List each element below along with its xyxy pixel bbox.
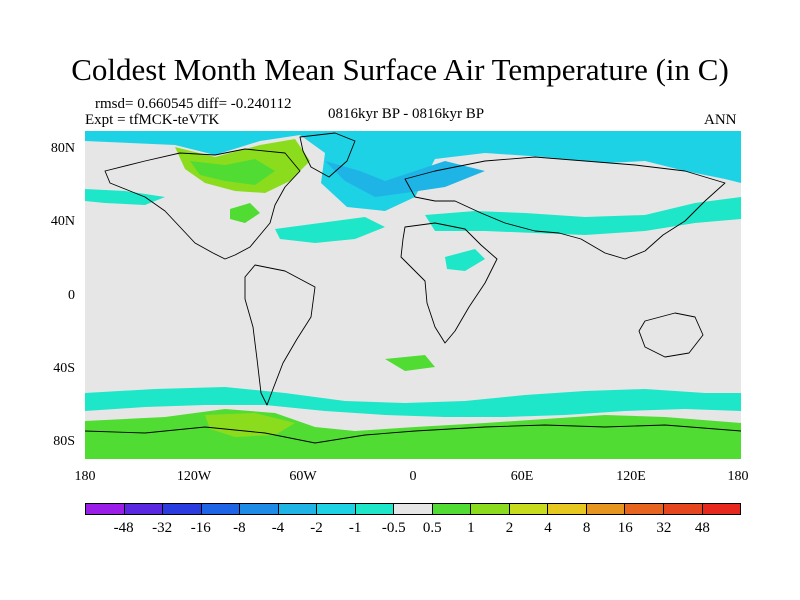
colorbar-tick-label: -32: [152, 520, 173, 536]
period-label: 0816kyr BP - 0816kyr BP: [328, 106, 485, 122]
africa-coast: [400, 222, 498, 344]
colorbar-swatch: [317, 504, 356, 514]
north-america-coast: [104, 148, 301, 260]
antarctica-coast: [85, 424, 741, 444]
colorbar-swatch: [702, 504, 741, 514]
lon-label-60e: 60E: [510, 469, 534, 484]
lat-label-40n: 40N: [50, 214, 75, 229]
lon-label-180e: 180: [727, 469, 749, 484]
colorbar-tick-label: 16: [617, 520, 633, 536]
lon-label-0: 0: [409, 469, 417, 484]
canada-warm-core: [190, 159, 275, 185]
colorbar-swatch: [355, 504, 395, 514]
colorbar-swatch: [663, 504, 703, 514]
anomaly-fields: [85, 131, 741, 459]
colorbar-tick-label: -0.5: [381, 520, 406, 536]
eurasia-coast: [404, 156, 726, 260]
stats-line: rmsd= 0.660545 diff= -0.240112: [95, 96, 292, 112]
colorbar-tick-label: -2: [310, 520, 323, 536]
lon-label-120w: 120W: [176, 469, 212, 484]
lon-label-60w: 60W: [289, 469, 317, 484]
south-america-coast: [244, 264, 316, 406]
arctic-cold-field: [85, 131, 741, 211]
colorbar-tick-label: 2: [505, 520, 514, 536]
colorbar-swatch: [201, 504, 241, 514]
colorbar-tick-label: -4: [271, 520, 285, 536]
colorbar-swatch: [625, 504, 664, 514]
colorbar-swatch: [278, 504, 318, 514]
colorbar-swatch: [394, 504, 433, 514]
colorbar-swatch: [124, 504, 164, 514]
colorbar-tick-label: 48: [694, 520, 710, 536]
nam-warm-patch: [230, 203, 260, 223]
experiment-label: Expt = tfMCK-teVTK: [85, 112, 220, 128]
australia-coast: [638, 312, 704, 358]
greenland-coast: [299, 132, 356, 178]
map-title: Coldest Month Mean Surface Air Temperatu…: [71, 52, 729, 87]
s-atlantic-patch: [385, 355, 435, 371]
colorbar-tick-label: 1: [467, 520, 475, 536]
lat-label-80n: 80N: [50, 141, 75, 156]
colorbar-tick-label: 32: [656, 520, 672, 536]
colorbar-swatch: [240, 504, 279, 514]
lon-label-120e: 120E: [616, 469, 646, 484]
antarctic-warm-core: [205, 413, 295, 437]
natlantic-patch: [275, 217, 385, 243]
coastlines: [85, 132, 741, 444]
colorbar-swatch: [163, 504, 202, 514]
colorbar-swatch: [471, 504, 510, 514]
colorbar-tick-label: -8: [233, 520, 246, 536]
eurasia-band: [425, 197, 741, 235]
colorbar-tick-label: -16: [190, 520, 211, 536]
colorbar-tick-label: -48: [113, 520, 134, 536]
lat-label-40s: 40S: [53, 361, 75, 376]
lon-label-180w: 180: [74, 469, 96, 484]
lat-label-80s: 80S: [53, 434, 75, 449]
southern-ocean-band: [85, 387, 741, 417]
colorbar-swatch: [432, 504, 472, 514]
npacific-band: [85, 189, 165, 205]
map-canvas: [85, 131, 741, 459]
lat-label-0: 0: [68, 288, 75, 303]
colorbar-tick-label: -1: [348, 520, 362, 536]
map-panel: [85, 131, 741, 459]
colorbar-swatch: [586, 504, 626, 514]
colorbar-swatch: [548, 504, 587, 514]
colorbar-swatch: [509, 504, 549, 514]
colorbar-swatch: [86, 504, 125, 514]
season-label: ANN: [704, 112, 737, 128]
colorbar-tick-label: 8: [582, 520, 591, 536]
africa-patch: [445, 249, 485, 271]
colorbar: [85, 503, 741, 515]
colorbar-tick-label: 0.5: [422, 520, 442, 536]
colorbar-tick-label: 4: [544, 520, 552, 536]
